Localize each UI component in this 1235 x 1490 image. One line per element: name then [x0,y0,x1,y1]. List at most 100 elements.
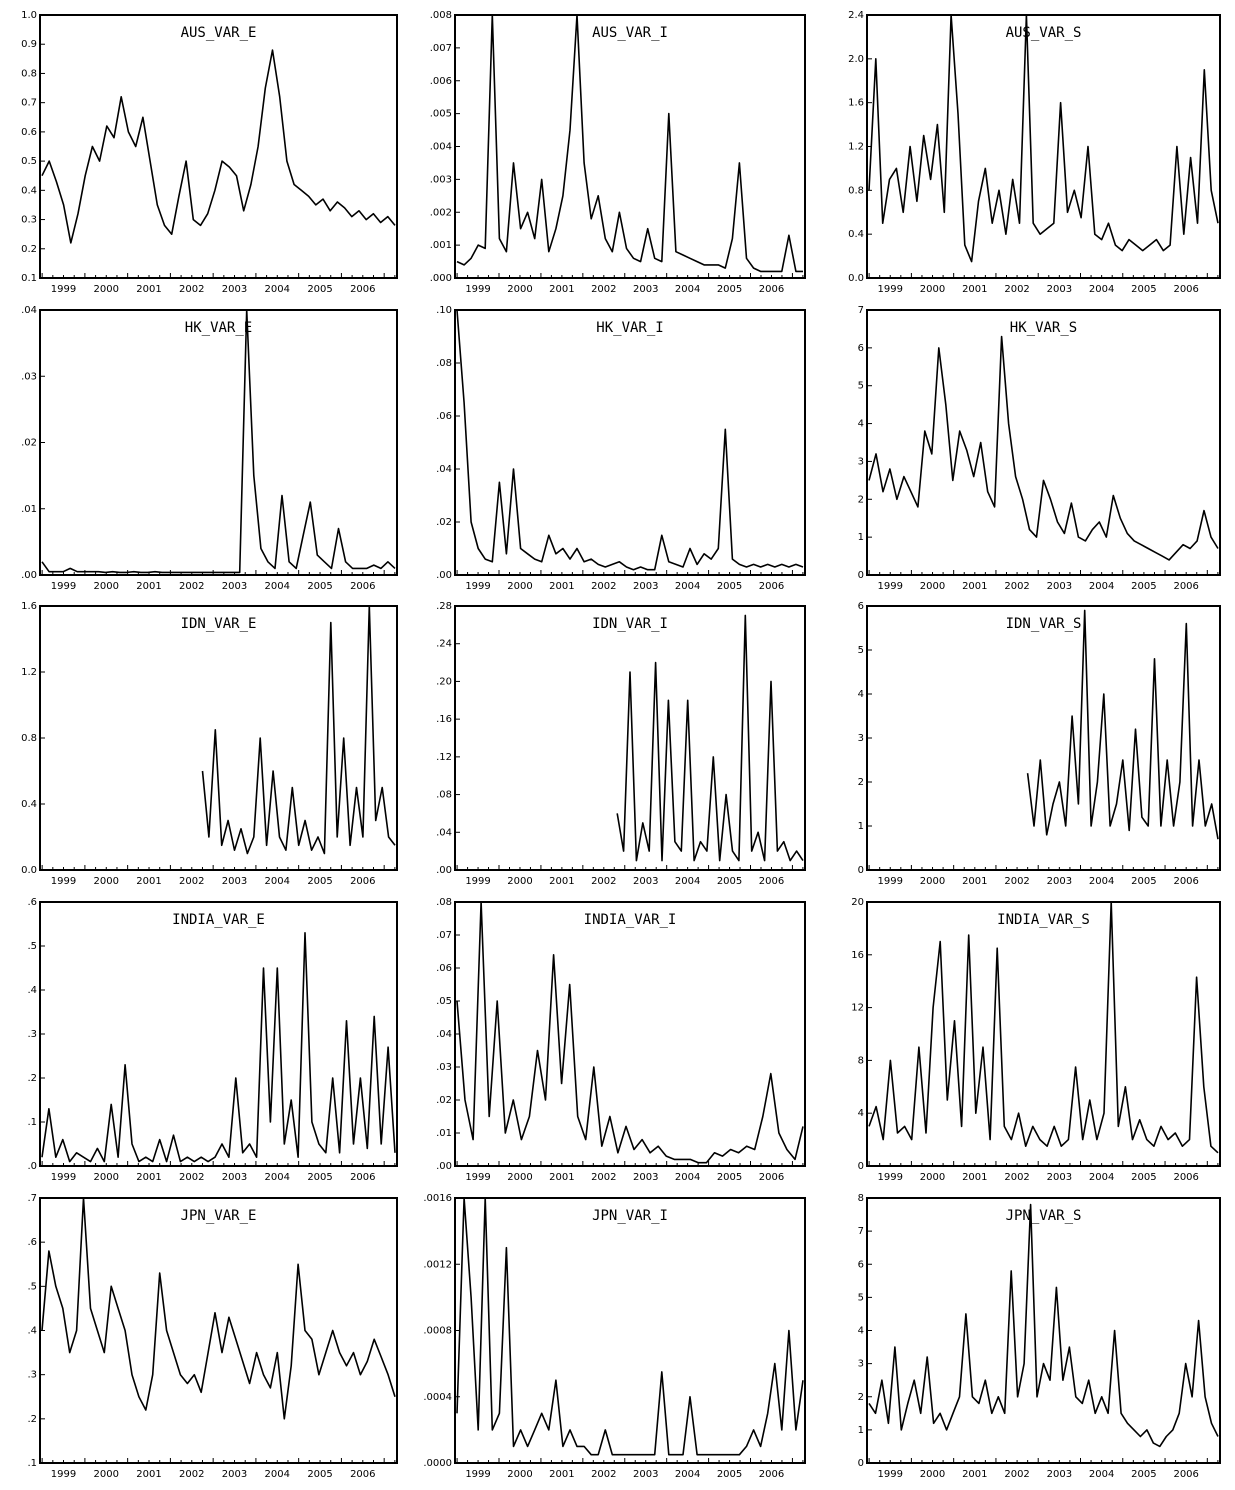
chart-jpn-var-s: 0 1 2 3 4 5 6 7 8 1999 2000 2001 2002 2003 2004 2005 200… [858,1193,1221,1480]
y-tick-label: 0.9 [21,39,37,50]
x-tick-label: 2003 [1047,284,1072,295]
plot-frame [866,14,1221,279]
chart-title: AUS_VAR_I [592,25,668,41]
x-tick-label: 2004 [675,876,700,887]
x-tick-label: 2003 [1047,581,1072,592]
x-tick-label: 1999 [51,581,76,592]
y-tick-label: .6 [27,897,37,908]
y-tick-label: 0.8 [21,733,37,744]
y-tick-label: .5 [27,1281,37,1292]
x-tick-label: 2003 [222,581,247,592]
x-tick-label: 1999 [51,876,76,887]
x-tick-label: 2002 [179,876,204,887]
chart-jpn-var-i: .0000 .0004 .0008 .0012 .0016 1999 2000 2001 200… [423,1193,806,1480]
x-tick-label: 2001 [549,1172,574,1183]
x-tick-label: 1999 [878,284,903,295]
x-tick-label: 2000 [507,876,532,887]
y-tick-label: .7 [27,1193,37,1204]
x-tick-label: 2000 [920,284,945,295]
x-tick-label: 2000 [507,1469,532,1480]
plot-frame [866,309,1221,576]
plot-frame [39,605,398,871]
y-tick-label: .5 [27,941,37,952]
y-tick-label: .00 [436,865,452,876]
x-tick-label: 2000 [94,1469,119,1480]
x-tick-label: 2000 [94,581,119,592]
y-tick-label: .04 [436,1029,452,1040]
y-tick-label: .02 [436,517,452,528]
y-tick-label: .1 [27,1458,37,1469]
x-tick-label: 2001 [136,1469,161,1480]
y-tick-label: .10 [436,305,452,316]
y-tick-label: .02 [21,438,37,449]
x-tick-label: 1999 [878,1469,903,1480]
x-tick-label: 2006 [350,1469,375,1480]
x-tick-label: 2005 [717,1469,742,1480]
plot-frame [454,14,806,279]
y-tick-label: 1.6 [848,98,864,109]
x-tick-label: 2000 [507,581,532,592]
y-tick-label: 3 [858,733,864,744]
chart-hk-var-s: 0 1 2 3 4 5 6 7 1999 2000 2001 2002 2003 2004 2005 2006… [858,305,1221,592]
x-tick-label: 2004 [1089,581,1114,592]
chart-title: HK_VAR_S [1010,320,1077,336]
y-tick-label: .007 [430,43,452,54]
y-tick-label: .6 [27,1237,37,1248]
x-tick-label: 2006 [1173,284,1198,295]
x-tick-label: 2002 [1004,284,1029,295]
y-tick-label: .01 [436,1128,452,1139]
x-tick-label: 2004 [265,581,290,592]
x-tick-label: 2002 [1004,1172,1029,1183]
x-tick-label: 1999 [51,1469,76,1480]
x-tick-label: 2001 [136,284,161,295]
x-tick-label: 2004 [675,1172,700,1183]
series-line [456,310,804,571]
x-tick-label: 2000 [507,1172,532,1183]
y-tick-label: .001 [430,240,452,251]
plot-frame [866,1197,1221,1464]
chart-title: JPN_VAR_I [592,1208,668,1224]
chart-title: IDN_VAR_I [592,616,668,632]
y-tick-label: .04 [436,464,452,475]
chart-title: AUS_VAR_S [1006,25,1082,41]
chart-title: IDN_VAR_S [1006,616,1082,632]
y-tick-label: 6 [858,601,864,612]
y-tick-label: 0.8 [21,68,37,79]
x-tick-label: 1999 [465,284,490,295]
y-tick-label: 0.3 [21,215,37,226]
x-tick-label: 2006 [759,1469,784,1480]
x-tick-label: 2003 [222,1469,247,1480]
plot-frame [39,14,398,279]
x-tick-label: 2006 [759,284,784,295]
y-tick-label: 6 [858,1259,864,1270]
x-tick-label: 2000 [920,1172,945,1183]
x-tick-label: 2002 [1004,876,1029,887]
x-tick-label: 2002 [179,1469,204,1480]
x-tick-label: 2004 [675,581,700,592]
y-tick-label: 16 [851,950,864,961]
x-tick-label: 2002 [591,876,616,887]
y-tick-label: .20 [436,676,452,687]
y-tick-label: 0 [858,1161,864,1172]
x-tick-label: 2006 [350,581,375,592]
y-tick-label: 2.4 [848,10,864,21]
y-tick-label: .05 [436,996,452,1007]
x-tick-label: 2001 [549,1469,574,1480]
y-tick-label: 6 [858,343,864,354]
chart-title: INDIA_VAR_S [997,912,1090,928]
x-tick-label: 2003 [1047,1172,1072,1183]
series-line [201,606,396,855]
x-tick-label: 2005 [717,581,742,592]
x-tick-label: 2005 [717,876,742,887]
y-tick-label: 2 [858,1392,864,1403]
y-tick-label: 1 [858,532,864,543]
x-tick-label: 2004 [265,1172,290,1183]
y-tick-label: 2 [858,777,864,788]
series-line [41,310,396,574]
y-tick-label: .008 [430,10,452,21]
x-tick-label: 2005 [1131,284,1156,295]
x-tick-label: 2005 [307,876,332,887]
x-tick-label: 2001 [136,876,161,887]
y-tick-label: 0 [858,865,864,876]
y-tick-label: 4 [858,419,864,430]
